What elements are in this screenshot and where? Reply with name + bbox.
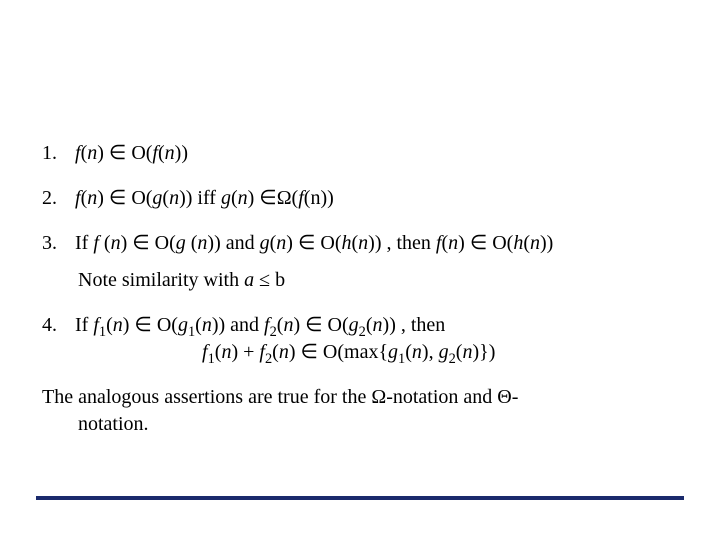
list-item-1: 1. f(n) ∈ O(f(n)): [42, 140, 678, 167]
slide-content: 1. f(n) ∈ O(f(n)) 2. f(n) ∈ O(g(n)) iff …: [0, 0, 720, 438]
closing-text: The analogous assertions are true for th…: [42, 384, 678, 438]
list-item-2: 2. f(n) ∈ O(g(n)) iff g(n) ∈Ω(f(n)): [42, 185, 678, 212]
item-text: If f1(n) ∈ O(g1(n)) and f2(n) ∈ O(g2(n))…: [75, 314, 445, 336]
bottom-rule: [36, 496, 684, 500]
item-text: f(n) ∈ O(f(n)): [75, 142, 188, 164]
closing-line2: notation.: [42, 411, 678, 438]
item-number: 4.: [42, 312, 70, 339]
item-text: f(n) ∈ O(g(n)) iff g(n) ∈Ω(f(n)): [75, 187, 334, 209]
item-number: 2.: [42, 185, 70, 212]
item-number: 1.: [42, 140, 70, 167]
item-line2: f1(n) + f2(n) ∈ O(max{g1(n), g2(n)}): [42, 339, 678, 366]
list-item-4: 4. If f1(n) ∈ O(g1(n)) and f2(n) ∈ O(g2(…: [42, 312, 678, 366]
item-number: 3.: [42, 230, 70, 257]
item-note: Note similarity with a ≤ b: [42, 267, 678, 294]
item-text: If f (n) ∈ O(g (n)) and g(n) ∈ O(h(n)) ,…: [75, 232, 553, 254]
list-item-3: 3. If f (n) ∈ O(g (n)) and g(n) ∈ O(h(n)…: [42, 230, 678, 294]
closing-line1: The analogous assertions are true for th…: [42, 384, 678, 411]
